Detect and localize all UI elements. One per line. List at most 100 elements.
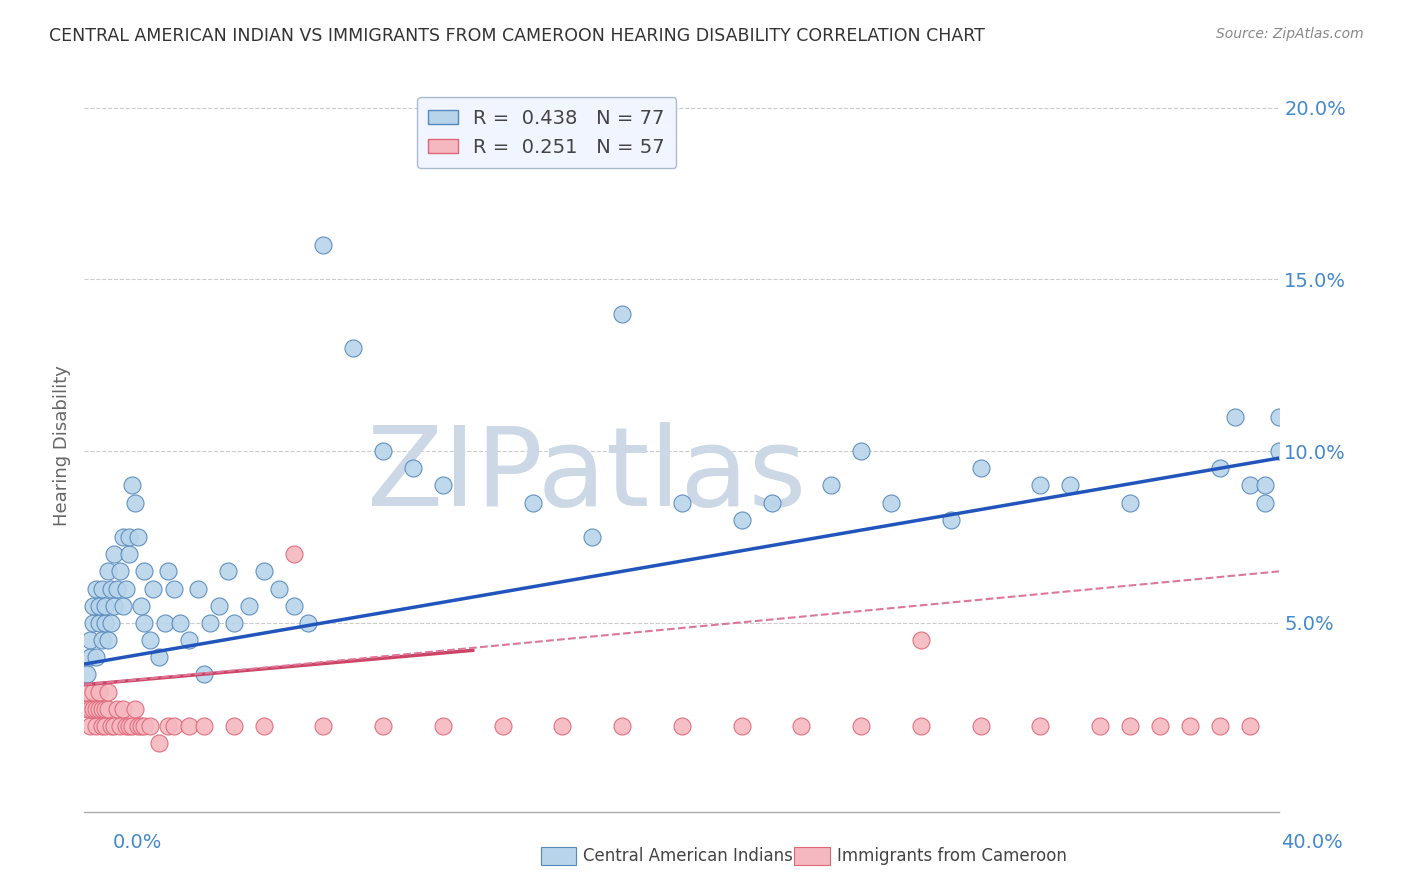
- Point: [129, 719, 152, 733]
- Point: [115, 719, 138, 733]
- Point: [153, 615, 176, 630]
- Text: CENTRAL AMERICAN INDIAN VS IMMIGRANTS FROM CAMEROON HEARING DISABILITY CORRELATI: CENTRAL AMERICAN INDIAN VS IMMIGRANTS FR…: [49, 27, 986, 45]
- Point: [82, 615, 104, 630]
- Point: [1119, 496, 1142, 510]
- Point: [132, 565, 156, 579]
- Point: [89, 599, 111, 613]
- Point: [76, 702, 98, 716]
- Point: [124, 496, 146, 510]
- Point: [1239, 478, 1261, 492]
- Point: [267, 582, 290, 596]
- Point: [522, 496, 544, 510]
- Point: [86, 582, 108, 596]
- Point: [157, 565, 180, 579]
- Point: [82, 684, 104, 698]
- Text: Immigrants from Cameroon: Immigrants from Cameroon: [837, 847, 1066, 865]
- Point: [970, 719, 993, 733]
- Point: [187, 582, 209, 596]
- Point: [163, 719, 186, 733]
- Y-axis label: Hearing Disability: Hearing Disability: [53, 366, 72, 526]
- Point: [1268, 444, 1291, 458]
- Point: [970, 461, 993, 475]
- Point: [91, 702, 114, 716]
- Point: [97, 684, 120, 698]
- Point: [103, 547, 125, 561]
- Point: [1119, 719, 1142, 733]
- Point: [222, 719, 245, 733]
- Point: [163, 582, 186, 596]
- Point: [373, 444, 395, 458]
- Text: Source: ZipAtlas.com: Source: ZipAtlas.com: [1216, 27, 1364, 41]
- Point: [121, 478, 143, 492]
- Point: [148, 650, 170, 665]
- Point: [157, 719, 180, 733]
- Point: [208, 599, 231, 613]
- Point: [79, 650, 101, 665]
- Point: [193, 667, 215, 681]
- Point: [1239, 719, 1261, 733]
- Point: [110, 565, 132, 579]
- Point: [94, 615, 117, 630]
- Point: [217, 565, 239, 579]
- Point: [110, 719, 132, 733]
- Point: [1029, 478, 1052, 492]
- Point: [91, 719, 114, 733]
- Point: [432, 478, 454, 492]
- Point: [1253, 496, 1275, 510]
- Point: [283, 547, 305, 561]
- Point: [94, 599, 117, 613]
- Point: [139, 719, 162, 733]
- Point: [198, 615, 221, 630]
- Point: [105, 702, 128, 716]
- Point: [581, 530, 603, 544]
- Point: [89, 702, 111, 716]
- Point: [97, 565, 120, 579]
- Point: [492, 719, 515, 733]
- Point: [283, 599, 305, 613]
- Point: [86, 702, 108, 716]
- Point: [1090, 719, 1112, 733]
- Text: ZIPatlas: ZIPatlas: [367, 422, 806, 529]
- Point: [82, 599, 104, 613]
- Point: [671, 719, 693, 733]
- Point: [612, 719, 634, 733]
- Point: [551, 719, 574, 733]
- Point: [76, 667, 98, 681]
- Point: [1059, 478, 1081, 492]
- Point: [910, 719, 932, 733]
- Point: [222, 615, 245, 630]
- Point: [139, 633, 162, 648]
- Point: [1029, 719, 1052, 733]
- Point: [671, 496, 693, 510]
- Point: [103, 719, 125, 733]
- Point: [1178, 719, 1201, 733]
- Point: [612, 307, 634, 321]
- Point: [103, 599, 125, 613]
- Point: [820, 478, 842, 492]
- Point: [1209, 461, 1232, 475]
- Point: [790, 719, 813, 733]
- Point: [402, 461, 425, 475]
- Point: [142, 582, 165, 596]
- Point: [253, 565, 276, 579]
- Point: [238, 599, 260, 613]
- Point: [105, 582, 128, 596]
- Point: [432, 719, 454, 733]
- Point: [851, 719, 873, 733]
- Point: [1223, 409, 1246, 424]
- Point: [89, 615, 111, 630]
- Point: [86, 650, 108, 665]
- Point: [761, 496, 783, 510]
- Text: Central American Indians: Central American Indians: [583, 847, 793, 865]
- Point: [169, 615, 191, 630]
- Point: [82, 702, 104, 716]
- Point: [342, 341, 364, 355]
- Point: [373, 719, 395, 733]
- Point: [148, 736, 170, 750]
- Point: [193, 719, 215, 733]
- Point: [177, 633, 200, 648]
- Point: [253, 719, 276, 733]
- Point: [100, 719, 122, 733]
- Point: [112, 530, 135, 544]
- Point: [79, 719, 101, 733]
